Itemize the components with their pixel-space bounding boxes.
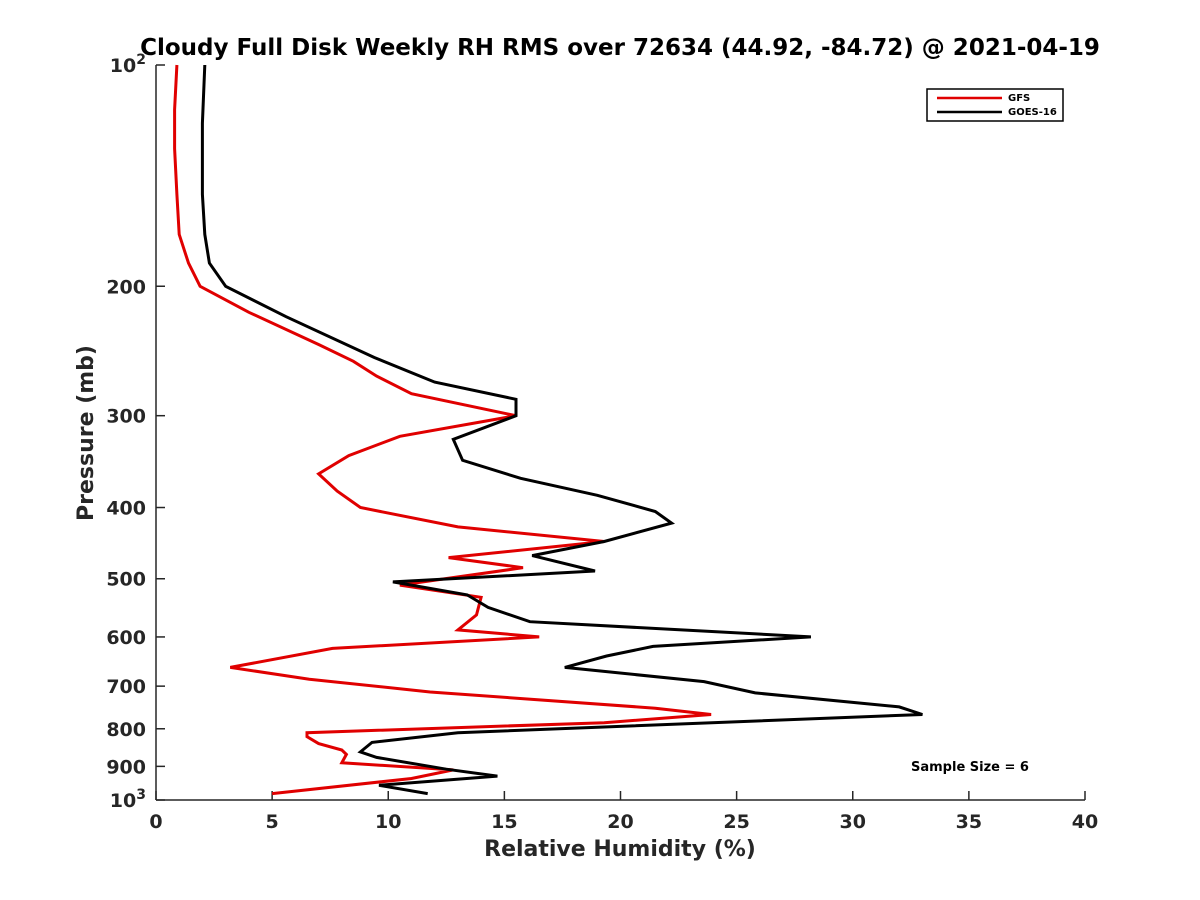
x-tick-label: 20 [607, 811, 633, 833]
y-axis-label: Pressure (mb) [74, 345, 99, 521]
y-tick-label: 102 [110, 52, 146, 77]
x-tick-label: 35 [956, 811, 982, 833]
x-tick-label: 15 [491, 811, 517, 833]
x-tick-label: 25 [723, 811, 749, 833]
x-axis-label: Relative Humidity (%) [484, 837, 756, 862]
legend-label-goes16: GOES-16 [1008, 107, 1057, 118]
y-ticks: 102 200 300 400 500 600 700 800 900 103 [106, 52, 165, 812]
series-line-gfs [173, 64, 712, 796]
chart-title: Cloudy Full Disk Weekly RH RMS over 7263… [140, 35, 1100, 61]
legend-label-gfs: GFS [1008, 93, 1030, 104]
y-tick-label: 600 [106, 627, 146, 649]
y-tick-label: 103 [110, 787, 146, 812]
x-tick-label: 5 [266, 811, 279, 833]
x-ticks: 0 5 10 15 20 25 30 35 40 [149, 791, 1098, 833]
x-tick-label: 0 [149, 811, 162, 833]
y-tick-label: 700 [106, 676, 146, 698]
y-tick-label: 300 [106, 406, 146, 428]
y-tick-label: 800 [106, 719, 146, 741]
x-tick-label: 30 [840, 811, 866, 833]
x-tick-label: 40 [1072, 811, 1098, 833]
x-tick-label: 10 [375, 811, 401, 833]
y-tick-label: 200 [106, 276, 146, 298]
y-tick-label: 500 [106, 569, 146, 591]
y-tick-label: 900 [106, 756, 146, 778]
series-line-goes-16 [200, 64, 923, 796]
series-lines [173, 64, 923, 796]
y-tick-label: 400 [106, 498, 146, 520]
sample-size-annotation: Sample Size = 6 [911, 760, 1029, 775]
legend: GFS GOES-16 [926, 88, 1064, 122]
plot-area: 0 5 10 15 20 25 30 35 40 102 200 300 400 500 600 700 80… [106, 52, 1098, 833]
legend-box [926, 88, 1064, 122]
